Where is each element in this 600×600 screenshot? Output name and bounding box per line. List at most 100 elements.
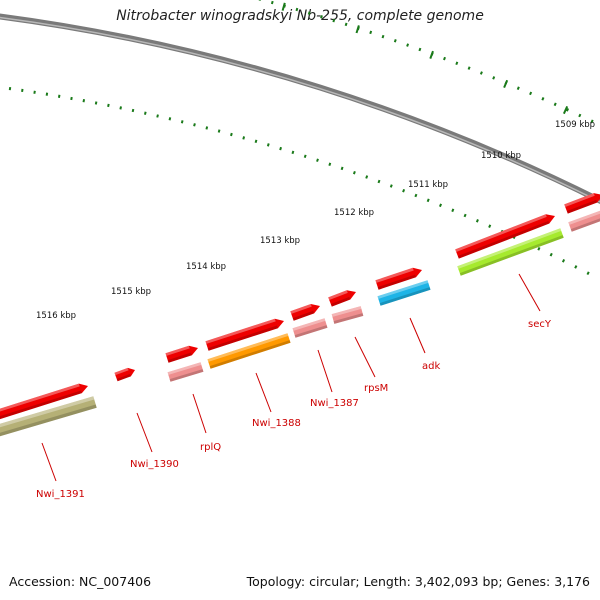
- tick-mark: [377, 179, 381, 184]
- gene-arrow-Nwi_1390: [114, 367, 136, 382]
- tick-mark: [217, 129, 221, 133]
- tick-mark: [94, 101, 98, 105]
- major-tick: [562, 105, 569, 115]
- gene-arrow-adk: [375, 267, 423, 290]
- major-tick: [355, 25, 360, 34]
- tick-mark: [168, 117, 172, 121]
- genome-summary-text: Topology: circular; Length: 3,402,093 bp…: [246, 574, 590, 589]
- label-leader-line: [354, 336, 376, 378]
- tick-mark: [328, 162, 332, 167]
- label-leader-line: [41, 442, 57, 482]
- gene-label: Nwi_1387: [310, 398, 359, 409]
- label-leader-line: [192, 393, 207, 434]
- tick-mark: [553, 102, 557, 107]
- tick-mark: [340, 166, 344, 171]
- tick-mark: [45, 92, 49, 96]
- tick-mark: [266, 143, 270, 147]
- tick-mark: [463, 213, 467, 218]
- tick-mark: [82, 99, 86, 103]
- outer-tick-ring: [258, 0, 594, 124]
- scale-label: 1512 kbp: [334, 208, 374, 218]
- tick-mark: [439, 203, 442, 208]
- tick-mark: [586, 271, 590, 275]
- cds-block-secY: [457, 228, 564, 276]
- tick-mark: [590, 119, 594, 124]
- scale-label: 1510 kbp: [481, 151, 521, 161]
- major-tick: [503, 79, 509, 88]
- cds-block-adk: [377, 280, 431, 306]
- tick-mark: [205, 126, 209, 130]
- tick-mark: [33, 90, 36, 94]
- gene-arrow-rplQ: [165, 345, 198, 363]
- gene-label: Nwi_1388: [252, 418, 301, 429]
- tick-mark: [561, 259, 566, 263]
- gene-arrow-Nwi_1387: [290, 303, 321, 321]
- tick-mark: [131, 108, 135, 113]
- gene-arrows: [0, 193, 600, 422]
- tick-mark: [258, 0, 262, 1]
- cds-block-Nwi_1387: [292, 318, 328, 338]
- tick-mark: [295, 7, 299, 12]
- tick-mark: [381, 34, 385, 39]
- tick-mark: [279, 146, 282, 151]
- scale-label: 1516 kbp: [36, 311, 76, 321]
- tick-mark: [320, 15, 323, 19]
- tick-mark: [242, 136, 246, 140]
- tick-mark: [565, 108, 570, 112]
- label-leader-line: [317, 349, 333, 393]
- tick-mark: [516, 86, 520, 90]
- tick-mark: [230, 132, 233, 137]
- tick-mark: [549, 252, 553, 257]
- tick-mark: [488, 224, 492, 228]
- scale-labels: 1509 kbp 1510 kbp 1511 kbp 1512 kbp 1513 kbp…: [36, 120, 595, 321]
- feature-blocks: [0, 210, 600, 439]
- tick-mark: [21, 88, 24, 93]
- tick-mark: [316, 158, 319, 162]
- tick-mark: [254, 139, 258, 144]
- genome-backbone-highlight: [0, 16, 600, 203]
- gene-label: Nwi_1390: [130, 459, 179, 470]
- map-title: Nitrobacter winogradskyi Nb-255, complet…: [116, 8, 484, 24]
- accession-text: Accession: NC_007406: [9, 574, 152, 589]
- label-leader-line: [136, 412, 153, 453]
- scale-label: 1513 kbp: [260, 236, 300, 246]
- gene-label: adk: [422, 361, 440, 372]
- scale-label: 1509 kbp: [555, 120, 595, 130]
- label-leaders: [41, 273, 541, 482]
- cds-block-Nwi_1388: [207, 333, 291, 369]
- tick-mark: [119, 106, 122, 110]
- gene-label: rplQ: [200, 442, 221, 453]
- tick-mark: [143, 111, 147, 115]
- gene-label: Nwi_1391: [36, 489, 85, 500]
- tick-mark: [193, 123, 196, 127]
- tick-mark: [107, 103, 110, 108]
- tick-mark: [307, 11, 311, 15]
- tick-mark: [156, 114, 159, 118]
- tick-mark: [406, 43, 410, 47]
- tick-mark: [70, 96, 73, 101]
- tick-mark: [492, 76, 496, 80]
- tick-mark: [529, 91, 533, 96]
- tick-mark: [443, 56, 446, 61]
- gene-label: secY: [528, 319, 552, 330]
- tick-mark: [291, 150, 295, 155]
- tick-mark: [344, 22, 348, 27]
- gene-arrow-Nwi_1391: [0, 383, 89, 422]
- inner-tick-ring: [8, 86, 590, 275]
- gene-labels: secY adk rpsM Nwi_1387 Nwi_1388 rplQ Nwi_1390 N…: [36, 319, 552, 500]
- scale-ticks: [8, 0, 594, 275]
- tick-mark: [389, 184, 393, 188]
- genome-backbone: [0, 13, 600, 205]
- tick-mark: [180, 120, 184, 124]
- tick-mark: [414, 193, 418, 198]
- tick-mark: [303, 154, 307, 159]
- scale-label: 1514 kbp: [186, 262, 226, 272]
- major-tick: [281, 2, 286, 11]
- tick-mark: [402, 188, 406, 193]
- tick-mark: [332, 18, 336, 23]
- tick-mark: [479, 71, 483, 75]
- tick-mark: [57, 94, 61, 98]
- cds-block-edge: [568, 210, 600, 232]
- tick-mark: [467, 66, 471, 70]
